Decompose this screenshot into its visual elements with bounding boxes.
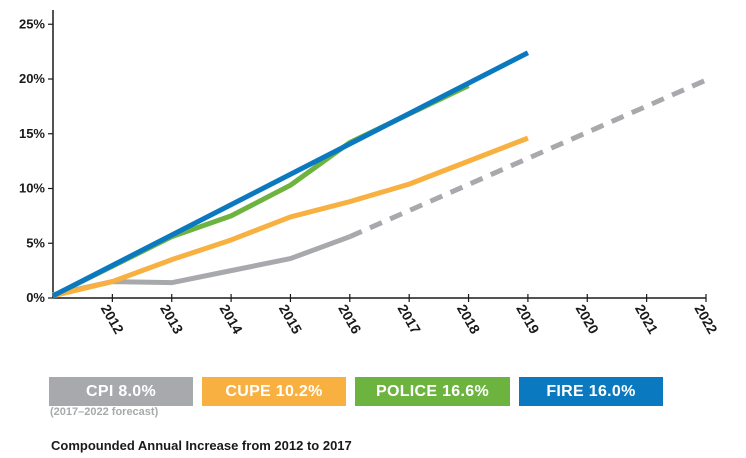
y-tick-label: 10% [19,181,45,196]
series-fire-line [51,50,530,299]
series-cupe-line [52,135,529,299]
chart-caption: Compounded Annual Increase from 2012 to … [51,438,352,453]
legend-item-cpi: CPI 8.0% [49,377,193,406]
y-tick-label: 20% [19,71,45,86]
x-tick-label: 2013 [157,302,187,337]
x-tick-label: 2020 [573,302,603,337]
legend-item-police: POLICE 16.6% [355,377,510,406]
legend-item-cupe: CUPE 10.2% [202,377,346,406]
x-tick-label: 2012 [98,302,128,337]
legend-forecast-note: (2017–2022 forecast) [50,406,159,418]
x-tick-label: 2016 [335,302,365,337]
x-tick-label: 2014 [216,302,246,337]
series-cpi-forecast-line [348,77,708,239]
y-tick-label: 15% [19,126,45,141]
x-tick-label: 2019 [513,302,543,337]
legend-item-fire: FIRE 16.0% [519,377,663,406]
x-tick-label: 2022 [691,302,721,337]
y-tick-label: 25% [19,16,45,31]
x-tick-label: 2021 [632,302,662,337]
x-tick-label: 2018 [454,302,484,337]
x-tick-label: 2015 [276,302,306,337]
y-tick-label: 0% [26,290,45,305]
chart-legend: CPI 8.0% CUPE 10.2% POLICE 16.6% FIRE 16… [49,377,663,406]
y-tick-label: 5% [26,235,45,250]
x-tick-label: 2017 [395,302,425,337]
line-chart: 0% 5% 10% 15% 20% 25% 2012 2013 2014 2015 2016 2017… [19,10,721,337]
